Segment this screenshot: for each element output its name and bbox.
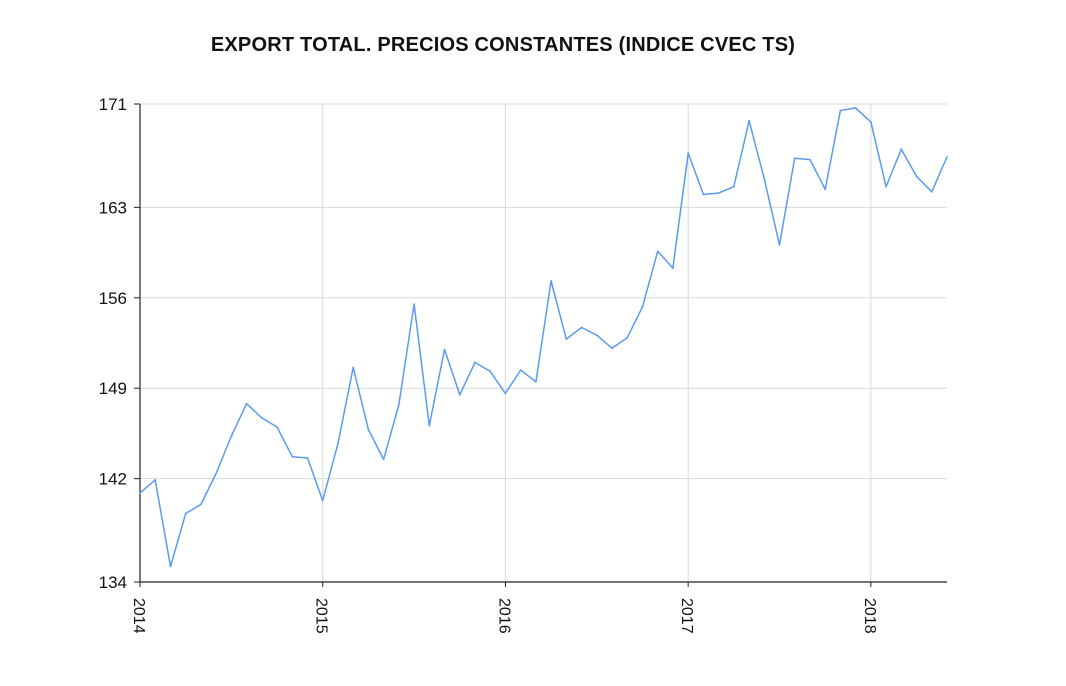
data-point xyxy=(413,303,415,306)
data-point xyxy=(230,435,233,437)
series-line xyxy=(139,107,948,568)
y-tick-label: 134 xyxy=(99,573,127,592)
gridlines xyxy=(140,103,947,582)
data-point xyxy=(200,503,202,506)
chart-title: EXPORT TOTAL. PRECIOS CONSTANTES (INDICE… xyxy=(210,34,796,56)
data-point xyxy=(504,392,507,395)
data-point xyxy=(550,280,552,282)
data-point xyxy=(276,426,278,428)
y-tick-label: 156 xyxy=(99,289,127,308)
data-point xyxy=(474,361,476,364)
data-point xyxy=(946,156,948,158)
x-axis-ticks: 2014 2015 2016 2017 2018 xyxy=(130,598,878,634)
x-tick-label: 2015 xyxy=(313,598,330,634)
data-point xyxy=(397,404,400,406)
data-point xyxy=(732,185,735,188)
axes xyxy=(134,103,947,587)
data-points xyxy=(139,107,948,568)
data-point xyxy=(900,148,903,151)
data-point xyxy=(930,190,933,193)
data-point xyxy=(793,157,796,160)
data-point xyxy=(139,492,141,494)
y-tick-label: 142 xyxy=(99,470,127,489)
data-point xyxy=(672,267,674,269)
data-point xyxy=(611,347,613,350)
y-tick-label: 163 xyxy=(99,198,127,217)
x-tick-label: 2018 xyxy=(861,598,878,634)
data-point xyxy=(321,499,324,502)
data-point xyxy=(717,192,720,195)
data-point xyxy=(702,193,705,196)
data-point xyxy=(565,338,568,340)
data-point xyxy=(748,119,750,122)
data-point xyxy=(824,188,827,191)
data-point xyxy=(154,479,157,481)
data-point xyxy=(306,457,309,459)
data-point xyxy=(519,369,522,371)
y-tick-label: 149 xyxy=(99,379,127,398)
series-layer xyxy=(139,107,948,568)
data-point xyxy=(352,366,355,369)
data-point xyxy=(626,336,629,339)
data-point xyxy=(382,458,385,461)
data-point xyxy=(169,565,172,568)
data-point xyxy=(595,334,598,337)
data-point xyxy=(854,107,857,109)
data-point xyxy=(367,428,370,431)
x-tick-label: 2016 xyxy=(495,598,512,634)
data-point xyxy=(687,152,690,155)
y-tick-label: 171 xyxy=(99,95,127,114)
data-point xyxy=(443,348,446,351)
data-point xyxy=(580,326,583,329)
data-point xyxy=(337,442,339,445)
data-point xyxy=(809,158,811,161)
data-point xyxy=(656,250,659,253)
data-point xyxy=(535,380,537,383)
data-point xyxy=(641,305,644,308)
data-point xyxy=(870,121,872,123)
data-point xyxy=(839,109,842,112)
x-tick-label: 2017 xyxy=(678,598,695,634)
x-tick-label: 2014 xyxy=(130,598,147,634)
y-axis-ticks: 134 142 149 156 163 171 xyxy=(99,95,127,592)
data-point xyxy=(885,185,887,188)
data-point xyxy=(245,402,248,405)
data-point xyxy=(428,424,431,427)
data-point xyxy=(778,243,781,246)
data-point xyxy=(458,393,461,396)
data-point xyxy=(260,417,263,419)
data-point xyxy=(489,370,492,373)
data-point xyxy=(763,178,766,180)
data-point xyxy=(215,472,218,475)
data-point xyxy=(291,455,294,458)
data-point xyxy=(184,512,187,515)
data-point xyxy=(915,175,918,178)
